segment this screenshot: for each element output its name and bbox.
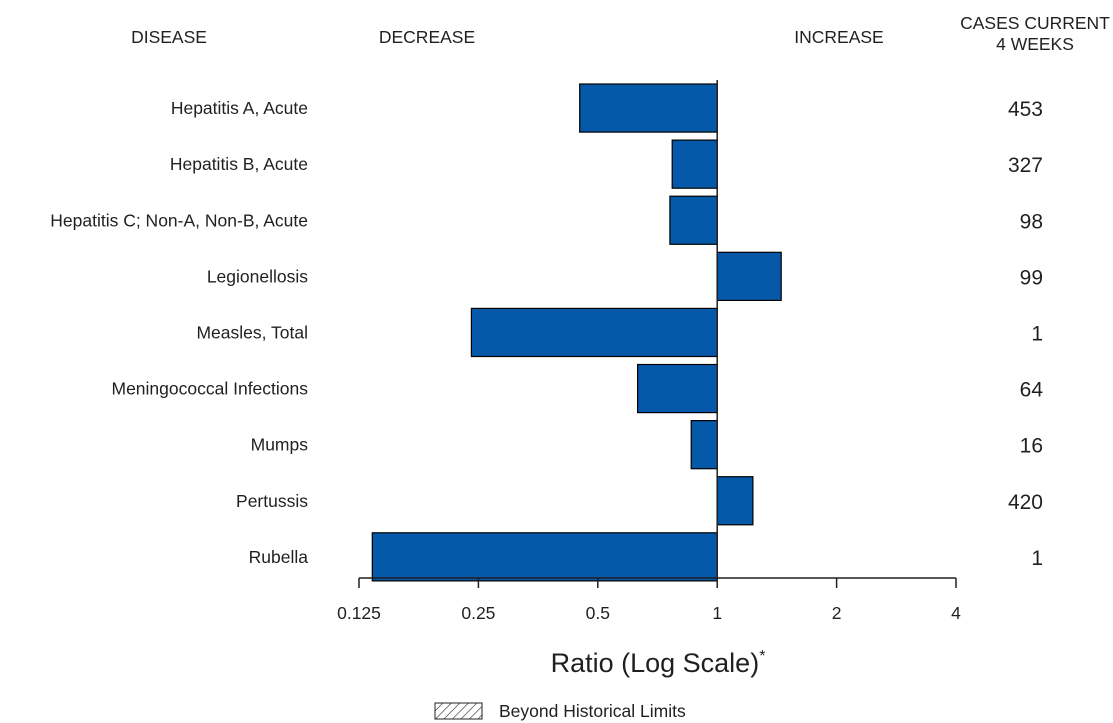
bars-layer bbox=[371, 83, 782, 582]
bar-8 bbox=[371, 532, 718, 582]
case-count-7: 420 bbox=[1008, 491, 1043, 514]
disease-header: DISEASE bbox=[131, 27, 207, 47]
bar-4 bbox=[470, 307, 718, 358]
x-axis-title: Ratio (Log Scale)* bbox=[551, 648, 766, 678]
category-label-8: Rubella bbox=[249, 547, 309, 567]
case-count-6: 16 bbox=[1020, 435, 1043, 458]
category-label-7: Pertussis bbox=[236, 491, 308, 511]
case-count-2: 98 bbox=[1020, 210, 1043, 233]
cases-header-line1: CASES CURRENT bbox=[960, 13, 1110, 33]
bar-1 bbox=[671, 139, 718, 189]
cases-header-line2: 4 WEEKS bbox=[996, 34, 1074, 54]
x-axis-ticks: 0.125 0.25 0.5 1 2 4 bbox=[337, 578, 961, 623]
bar-2 bbox=[669, 195, 718, 245]
bar-6 bbox=[690, 420, 718, 470]
case-counts: 453 327 98 99 1 64 16 420 1 bbox=[1008, 98, 1043, 570]
bar-7 bbox=[716, 476, 754, 526]
bar-3 bbox=[716, 251, 782, 302]
case-count-0: 453 bbox=[1008, 98, 1043, 121]
category-label-5: Meningococcal Infections bbox=[112, 379, 309, 399]
category-label-3: Legionellosis bbox=[207, 266, 308, 286]
case-count-5: 64 bbox=[1020, 379, 1044, 402]
x-tick-label-2: 0.5 bbox=[586, 603, 610, 623]
bar-5 bbox=[636, 363, 718, 414]
case-count-1: 327 bbox=[1008, 154, 1043, 177]
legend-label: Beyond Historical Limits bbox=[499, 701, 686, 721]
x-tick-label-3: 1 bbox=[712, 603, 722, 623]
increase-header: INCREASE bbox=[794, 27, 883, 47]
x-tick-label-4: 2 bbox=[832, 603, 842, 623]
x-tick-label-5: 4 bbox=[951, 603, 961, 623]
x-tick-label-0: 0.125 bbox=[337, 603, 381, 623]
case-count-3: 99 bbox=[1020, 266, 1043, 289]
category-label-6: Mumps bbox=[251, 435, 309, 455]
legend-hatch-swatch bbox=[434, 702, 483, 720]
x-tick-label-1: 0.25 bbox=[461, 603, 495, 623]
category-label-4: Measles, Total bbox=[196, 322, 308, 342]
category-label-2: Hepatitis C; Non-A, Non-B, Acute bbox=[50, 210, 308, 230]
case-count-4: 1 bbox=[1031, 322, 1043, 345]
category-label-0: Hepatitis A, Acute bbox=[171, 98, 308, 118]
bar-0 bbox=[579, 83, 718, 133]
case-count-8: 1 bbox=[1031, 547, 1043, 570]
decrease-header: DECREASE bbox=[379, 27, 475, 47]
category-label-1: Hepatitis B, Acute bbox=[170, 154, 308, 174]
category-labels: Hepatitis A, Acute Hepatitis B, Acute Hepa… bbox=[50, 98, 308, 567]
